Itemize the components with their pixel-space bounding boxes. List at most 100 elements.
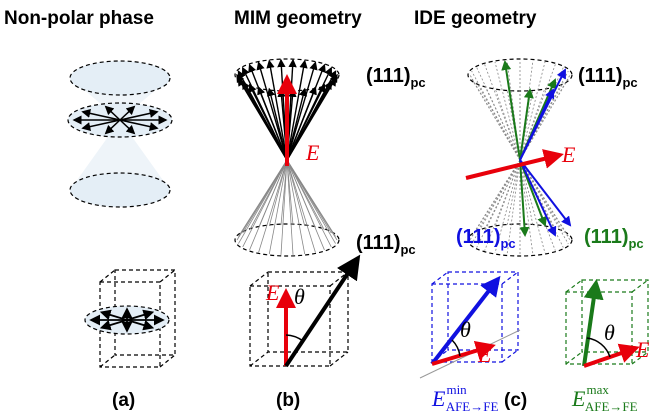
line (501, 60, 521, 161)
line (286, 70, 337, 161)
angle-label: θ (294, 284, 305, 309)
line (286, 159, 294, 255)
line (519, 159, 546, 254)
line (565, 279, 583, 293)
line (119, 108, 159, 121)
field-label: E (561, 142, 576, 167)
line (519, 88, 534, 161)
line (266, 59, 288, 161)
line (286, 63, 326, 161)
field-label: E (265, 280, 280, 305)
angle-arc (586, 337, 611, 358)
line (284, 254, 361, 368)
line (286, 159, 325, 231)
line (484, 159, 521, 230)
direction-label: (111)pc (584, 226, 644, 251)
line (99, 269, 116, 283)
threshold-label: Emax AFE→FE (571, 382, 638, 414)
artwork (67, 58, 649, 379)
line (519, 159, 569, 237)
cube-face (581, 279, 649, 353)
cone-ellipse (69, 172, 171, 208)
header: Non-polar phase (4, 8, 154, 29)
line (471, 159, 521, 237)
line (471, 70, 521, 161)
line (519, 159, 569, 245)
direction-label: (111)pc (578, 65, 638, 90)
line (465, 149, 564, 180)
line (519, 159, 572, 227)
field-label: E (305, 140, 320, 165)
line (431, 271, 449, 285)
direction-label: (111)pc (366, 65, 426, 90)
line (119, 105, 136, 121)
line (104, 105, 121, 121)
angle-label: θ (460, 317, 471, 342)
line (256, 61, 288, 161)
line (242, 159, 288, 234)
line (519, 159, 557, 237)
line (501, 271, 519, 285)
line (565, 351, 583, 365)
header: IDE geometry (414, 8, 537, 29)
header: MIM geometry (234, 8, 362, 29)
cube-face (249, 285, 331, 367)
threshold-label: Emin AFE→FE (431, 382, 498, 414)
line (119, 119, 159, 132)
line (280, 159, 288, 255)
angle-label: θ (604, 320, 615, 345)
line (286, 159, 306, 255)
line (159, 354, 176, 368)
line (286, 159, 336, 237)
line (286, 159, 316, 228)
line (99, 309, 128, 321)
line (582, 279, 604, 367)
line (469, 74, 521, 161)
cone-ellipse (234, 223, 340, 257)
line (506, 159, 521, 226)
line (519, 88, 555, 161)
line (258, 159, 288, 253)
line (329, 271, 349, 287)
line (280, 159, 288, 226)
cube-face (431, 283, 503, 363)
line (104, 119, 121, 135)
line (159, 269, 176, 283)
line (258, 159, 288, 228)
line (519, 61, 546, 161)
line (519, 159, 534, 226)
line (119, 119, 136, 135)
line (286, 66, 333, 161)
line (241, 66, 288, 161)
line (286, 59, 308, 161)
line (286, 159, 306, 227)
panel-label: (a) (112, 390, 135, 411)
line (484, 64, 521, 161)
line (81, 108, 121, 121)
line (631, 279, 649, 293)
line (126, 309, 155, 321)
line (501, 349, 519, 363)
line (476, 67, 521, 161)
line (126, 319, 155, 331)
angle-arc (285, 334, 304, 342)
line (329, 351, 349, 367)
cube-face (565, 291, 633, 365)
panel-label: (b) (276, 390, 300, 411)
line (249, 271, 269, 287)
line (476, 82, 521, 161)
line (286, 159, 316, 253)
line (519, 159, 530, 237)
line (248, 63, 288, 161)
cone-ellipse (69, 60, 171, 96)
direction-label: (111)pc (456, 226, 516, 251)
field-label: E (477, 342, 492, 367)
line (430, 275, 501, 366)
line (237, 70, 288, 161)
cube-face (267, 271, 349, 353)
line (286, 61, 318, 161)
field-label: E (635, 337, 650, 362)
line (494, 159, 521, 254)
line (99, 354, 116, 368)
